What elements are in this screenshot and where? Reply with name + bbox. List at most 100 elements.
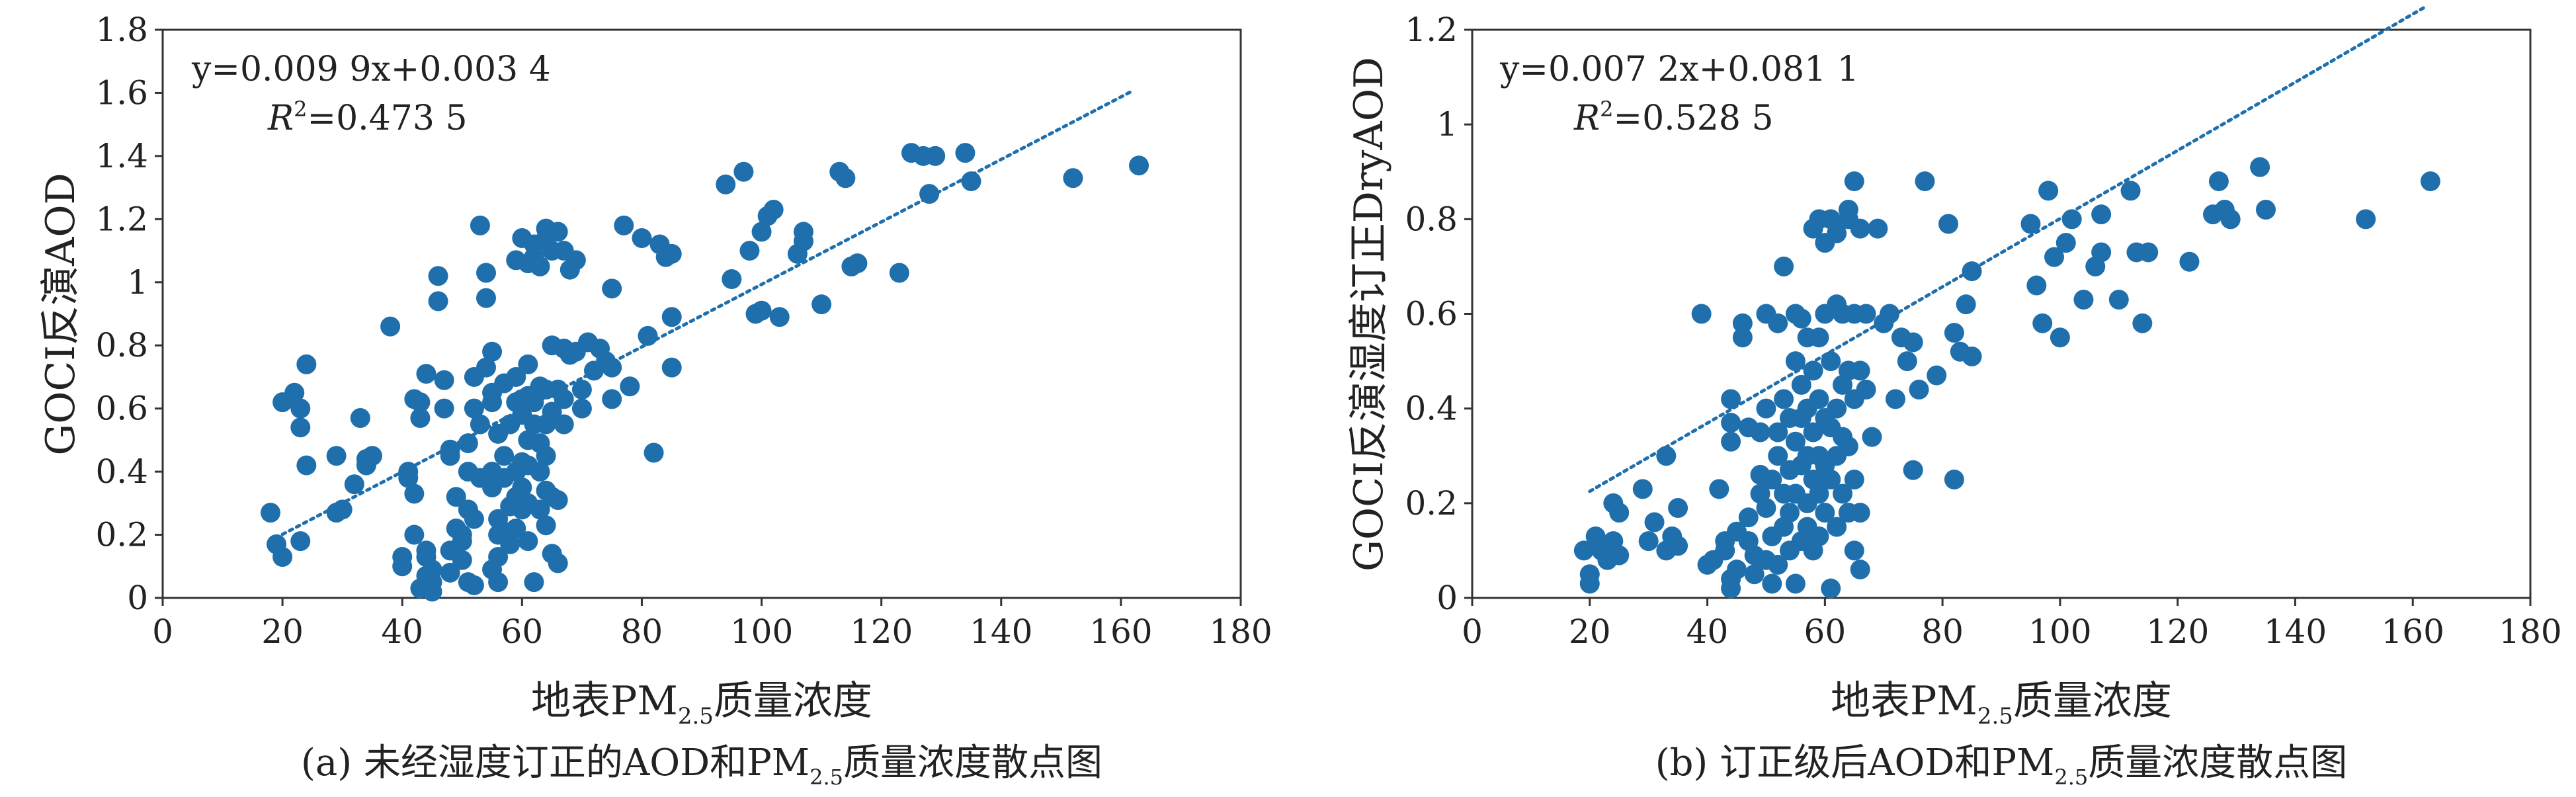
scatter-point (602, 278, 622, 299)
r2-label-b: R2=0.528 5 (1573, 97, 1774, 138)
scatter-point (272, 546, 293, 567)
scatter-point (632, 228, 652, 248)
scatter-point (1644, 512, 1665, 532)
scatter-point (476, 263, 496, 283)
scatter-point (2044, 247, 2064, 267)
scatter-point (763, 200, 784, 220)
x-tick-label: 100 (2028, 612, 2091, 651)
scatter-point (1833, 483, 1852, 504)
x-tick-label: 80 (621, 612, 663, 651)
scatter-point (470, 215, 490, 235)
scatter-point (1732, 313, 1753, 333)
r2-value-a: =0.473 5 (308, 99, 468, 138)
scatter-point (1768, 554, 1788, 575)
caption-b: (b) 订正级后AOD和PM2.5质量浓度散点图 (1655, 741, 2348, 790)
scatter-point (410, 407, 431, 428)
scatter-point (1927, 365, 1947, 386)
scatter-point (1862, 427, 1882, 447)
scatter-point (482, 392, 503, 413)
scatter-point (1838, 436, 1858, 456)
scatter-point (2179, 251, 2200, 272)
caption-main-a: (a) 未经湿度订正的AOD和PM (301, 741, 810, 784)
x-axis-label-sub-a: 2.5 (678, 703, 714, 730)
scatter-point (470, 414, 490, 435)
x-axis-label-tail-b: 质量浓度 (2013, 678, 2172, 724)
scatter-point (571, 380, 592, 400)
scatter-point (261, 503, 280, 523)
scatter-point (530, 256, 550, 276)
scatter-point (1803, 360, 1823, 381)
x-tick-label: 120 (2146, 612, 2209, 651)
scatter-point (554, 389, 574, 409)
scatter-point (476, 288, 496, 308)
trendline (280, 89, 1135, 536)
scatter-point (835, 168, 856, 189)
scatter-point (1785, 431, 1806, 452)
scatter-point (404, 524, 425, 545)
scatter-point (889, 263, 909, 283)
scatter-point (524, 572, 544, 593)
scatter-point (1668, 536, 1688, 556)
scatter-point (446, 487, 466, 507)
scatter-point (518, 531, 538, 552)
scatter-point (1827, 223, 1847, 243)
scatter-point (1856, 380, 1876, 400)
scatter-point (2256, 200, 2276, 220)
scatter-point (422, 581, 442, 602)
y-ticks-b: 0 0.2 0.4 0.6 0.8 1 1.2 (1405, 11, 1472, 617)
scatter-point (2138, 242, 2159, 263)
scatter-point (488, 572, 509, 593)
scatter-point (464, 509, 484, 529)
scatter-point (548, 490, 568, 511)
scatter-point (518, 354, 538, 374)
equation-b: y=0.007 2x+0.081 1 (1499, 50, 1859, 89)
scatter-point (565, 250, 586, 271)
y-ticks-a: 0 0.2 0.4 0.6 0.8 1 1.2 1.4 1.6 1.8 (95, 11, 163, 617)
scatter-point (440, 446, 460, 466)
scatter-point (464, 398, 484, 419)
scatter-point (1762, 573, 1782, 594)
scatter-point (2026, 275, 2047, 296)
scatter-point (464, 575, 484, 595)
scatter-point (1897, 351, 1917, 372)
scatter-point (1756, 398, 1776, 419)
scatter-point (1944, 470, 1964, 490)
x-ticks-b: 0 20 40 60 80 100 120 140 160 180 (1462, 598, 2562, 651)
scatter-point (1579, 564, 1600, 585)
scatter-point (1668, 497, 1688, 518)
scatter-point (1774, 256, 1794, 276)
scatter-point (1844, 540, 1864, 561)
scatter-point (1815, 503, 1835, 523)
scatter-point (1827, 517, 1847, 537)
scatter-point (793, 222, 813, 242)
y-tick-label: 1 (1436, 105, 1458, 144)
scatter-point (482, 341, 503, 362)
y-tick-label: 0.6 (95, 390, 148, 428)
caption-tail-a: 质量浓度散点图 (843, 741, 1102, 784)
y-tick-label: 0 (1436, 579, 1458, 617)
scatter-point (1721, 389, 1741, 409)
scatter-point (1850, 360, 1870, 381)
scatter-point (1756, 497, 1776, 518)
y-tick-label: 0.2 (95, 516, 148, 554)
scatter-point (751, 222, 772, 242)
scatter-point (2356, 209, 2376, 230)
scatter-point (1844, 171, 1864, 192)
scatter-point (1821, 351, 1841, 372)
y-tick-label: 0.4 (1405, 390, 1458, 428)
scatter-point (1768, 313, 1788, 333)
marks-a (261, 89, 1149, 602)
scatter-point (500, 534, 520, 554)
scatter-point (404, 483, 425, 504)
scatter-point (1638, 531, 1659, 552)
x-tick-label: 140 (970, 612, 1032, 651)
scatter-point (1063, 168, 1083, 189)
scatter-point (571, 398, 592, 419)
scatter-point (530, 499, 550, 520)
scatter-point (1962, 261, 1982, 282)
scatter-point (1727, 560, 1747, 580)
scatter-point (524, 392, 544, 413)
scatter-point (296, 455, 317, 476)
y-tick-label: 1.6 (95, 73, 148, 112)
